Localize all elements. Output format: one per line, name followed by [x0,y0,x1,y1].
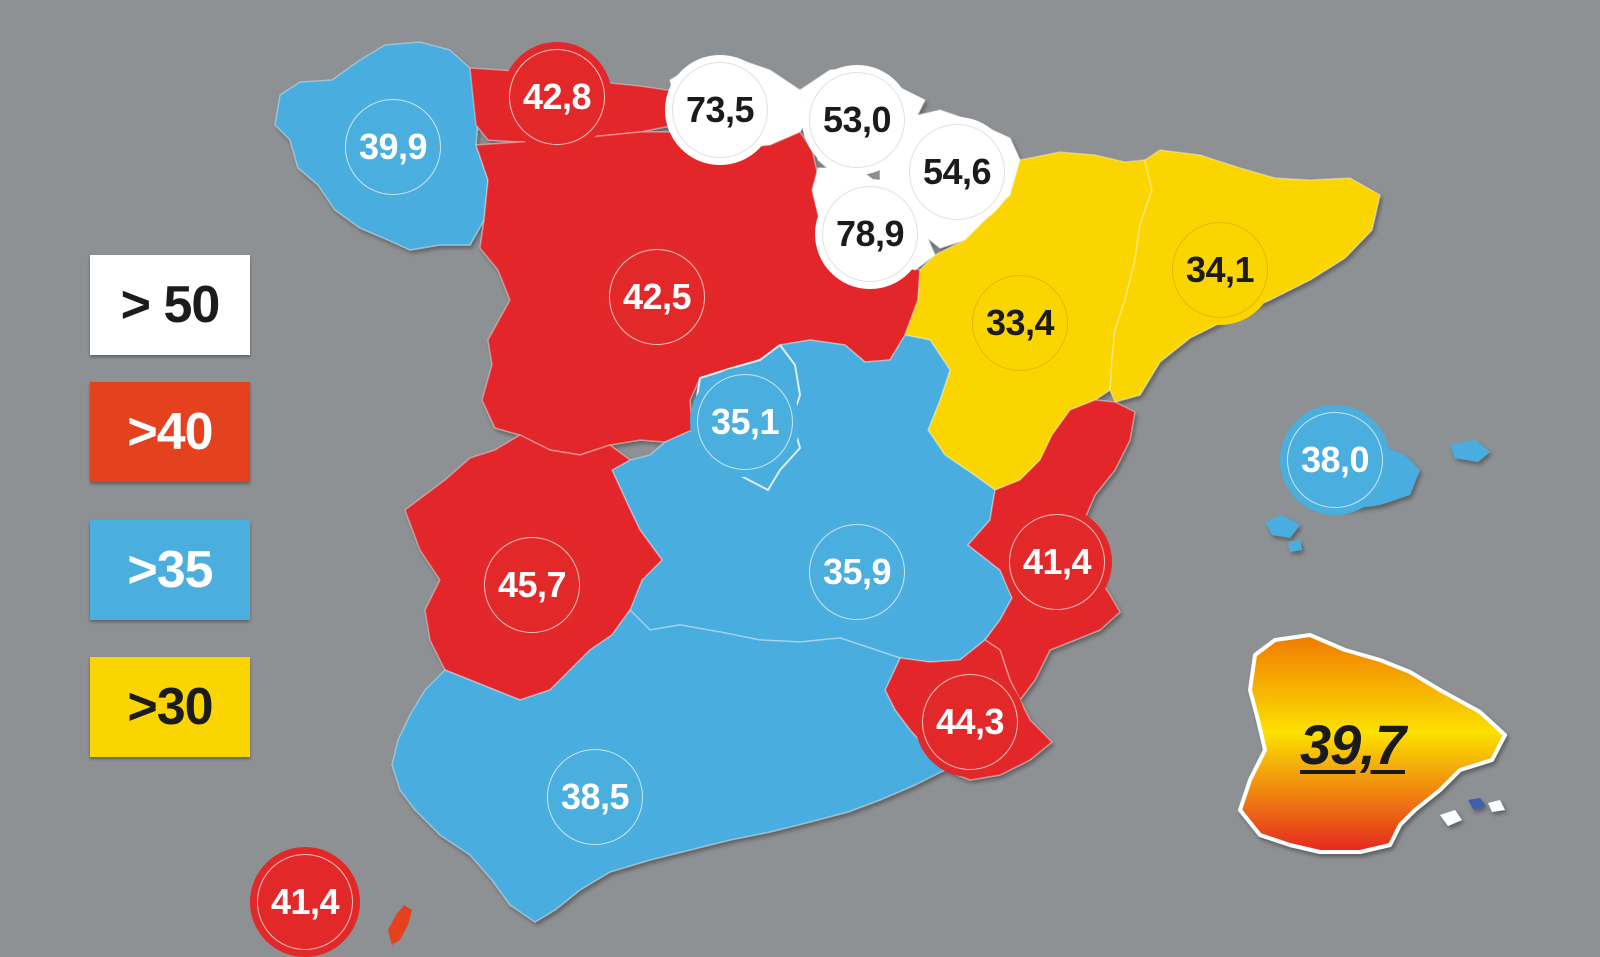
value-baleares: 38,0 [1280,405,1390,515]
value-murcia: 44,3 [915,667,1025,777]
value-aragon: 33,4 [965,268,1075,378]
value-galicia: 39,9 [338,92,448,202]
legend-above-30: >30 [90,657,250,757]
value-asturias: 42,8 [502,42,612,152]
value-extremadura: 45,7 [477,530,587,640]
legend-above-50: > 50 [90,255,250,355]
region-canarias-island [388,905,412,945]
value-navarra: 54,6 [902,117,1012,227]
legend-label: >30 [127,678,213,736]
legend-label: > 50 [120,276,221,334]
value-canarias: 41,4 [250,847,360,957]
national-average-value: 39,7 [1300,713,1406,776]
legend-above-35: >35 [90,520,250,620]
value-la-rioja: 78,9 [815,179,925,289]
value-castilla-la-mancha: 35,9 [802,517,912,627]
value-cataluna: 34,1 [1165,215,1275,325]
value-valencia: 41,4 [1002,507,1112,617]
legend-label: >35 [127,541,213,599]
value-madrid: 35,1 [690,367,800,477]
national-inset-map [1238,633,1507,854]
value-castilla-leon: 42,5 [602,242,712,352]
value-andalucia: 38,5 [540,742,650,852]
legend-label: >40 [127,403,213,461]
value-cantabria: 73,5 [665,55,775,165]
legend-above-40: >40 [90,382,250,482]
region-andalucia [391,609,946,923]
value-pais-vasco: 53,0 [802,65,912,175]
